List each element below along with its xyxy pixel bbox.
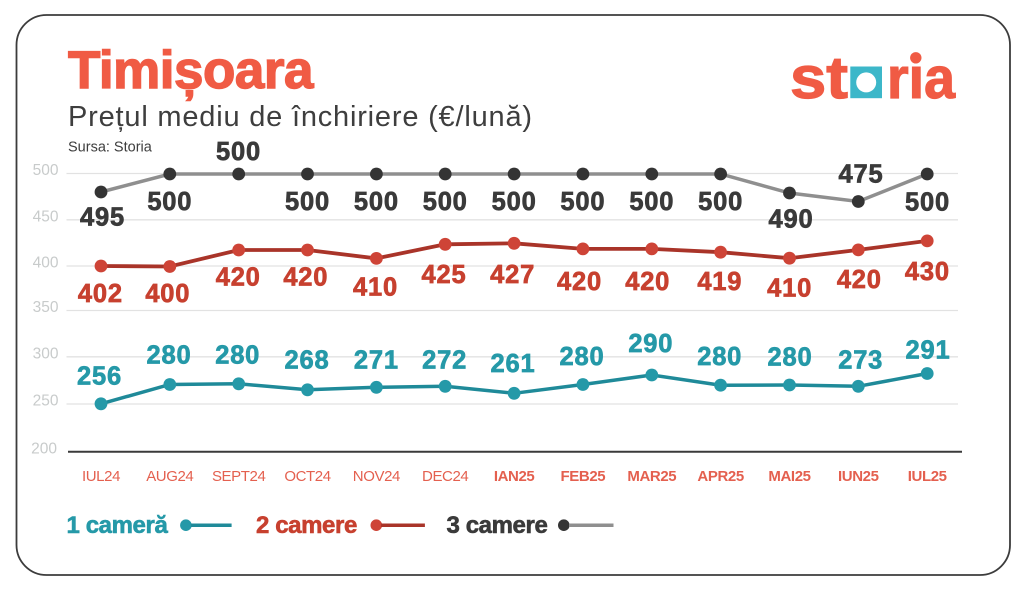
- svg-text:Prețul mediu de închiriere (€/: Prețul mediu de închiriere (€/lună): [68, 101, 533, 133]
- svg-text:420: 420: [216, 264, 261, 292]
- svg-text:271: 271: [354, 347, 399, 375]
- svg-text:500: 500: [560, 188, 605, 216]
- svg-text:OCT24: OCT24: [284, 468, 330, 485]
- svg-text:500: 500: [905, 188, 950, 216]
- svg-text:256: 256: [77, 363, 122, 391]
- svg-text:420: 420: [625, 268, 670, 296]
- svg-text:280: 280: [147, 341, 192, 369]
- svg-text:500: 500: [147, 188, 192, 216]
- svg-text:420: 420: [557, 268, 602, 296]
- svg-text:420: 420: [283, 264, 328, 292]
- svg-text:410: 410: [353, 273, 398, 301]
- svg-text:APR25: APR25: [697, 468, 743, 485]
- svg-text:IUN25: IUN25: [838, 468, 879, 485]
- svg-text:400: 400: [145, 280, 190, 308]
- svg-text:500: 500: [354, 188, 399, 216]
- svg-text:500: 500: [698, 188, 743, 216]
- svg-text:410: 410: [767, 274, 812, 302]
- svg-text:MAI25: MAI25: [768, 468, 810, 485]
- svg-text:425: 425: [422, 261, 467, 289]
- svg-text:500: 500: [285, 188, 330, 216]
- svg-text:NOV24: NOV24: [353, 468, 400, 485]
- svg-text:420: 420: [837, 266, 882, 294]
- svg-text:402: 402: [78, 280, 123, 308]
- svg-text:500: 500: [492, 188, 537, 216]
- svg-text:200: 200: [31, 441, 57, 458]
- svg-text:2 camere: 2 camere: [256, 512, 357, 539]
- svg-text:Timișoara: Timișoara: [68, 41, 314, 101]
- svg-text:280: 280: [768, 344, 813, 372]
- svg-text:3 camere: 3 camere: [447, 512, 548, 539]
- svg-text:Sursa: Storia: Sursa: Storia: [68, 140, 153, 156]
- svg-text:291: 291: [906, 337, 951, 365]
- svg-text:FEB25: FEB25: [561, 468, 606, 485]
- svg-text:273: 273: [838, 347, 883, 375]
- svg-text:IAN25: IAN25: [494, 468, 535, 485]
- svg-text:419: 419: [697, 268, 742, 296]
- svg-text:500: 500: [33, 162, 59, 179]
- svg-text:400: 400: [33, 255, 59, 272]
- svg-text:430: 430: [905, 258, 950, 286]
- svg-text:268: 268: [285, 347, 330, 375]
- svg-text:261: 261: [491, 350, 536, 378]
- svg-text:450: 450: [33, 208, 59, 225]
- svg-text:MAR25: MAR25: [627, 468, 676, 485]
- svg-text:490: 490: [769, 206, 814, 234]
- svg-text:500: 500: [629, 188, 674, 216]
- svg-text:475: 475: [839, 160, 884, 188]
- svg-text:280: 280: [560, 343, 605, 371]
- svg-text:280: 280: [697, 343, 742, 371]
- svg-text:427: 427: [490, 261, 535, 289]
- svg-text:1 cameră: 1 cameră: [67, 512, 169, 539]
- svg-text:IUL24: IUL24: [82, 468, 120, 485]
- svg-text:272: 272: [422, 347, 467, 375]
- svg-text:AUG24: AUG24: [146, 468, 193, 485]
- svg-text:500: 500: [423, 188, 468, 216]
- svg-text:DEC24: DEC24: [422, 468, 468, 485]
- svg-text:SEPT24: SEPT24: [212, 468, 266, 485]
- svg-text:st: st: [790, 45, 848, 111]
- svg-text:250: 250: [33, 393, 59, 410]
- svg-text:IUL25: IUL25: [908, 468, 947, 485]
- svg-text:290: 290: [628, 330, 673, 358]
- svg-text:280: 280: [215, 341, 260, 369]
- svg-text:500: 500: [216, 138, 261, 166]
- svg-text:300: 300: [33, 345, 59, 362]
- svg-text:350: 350: [33, 299, 59, 316]
- svg-text:495: 495: [80, 204, 125, 232]
